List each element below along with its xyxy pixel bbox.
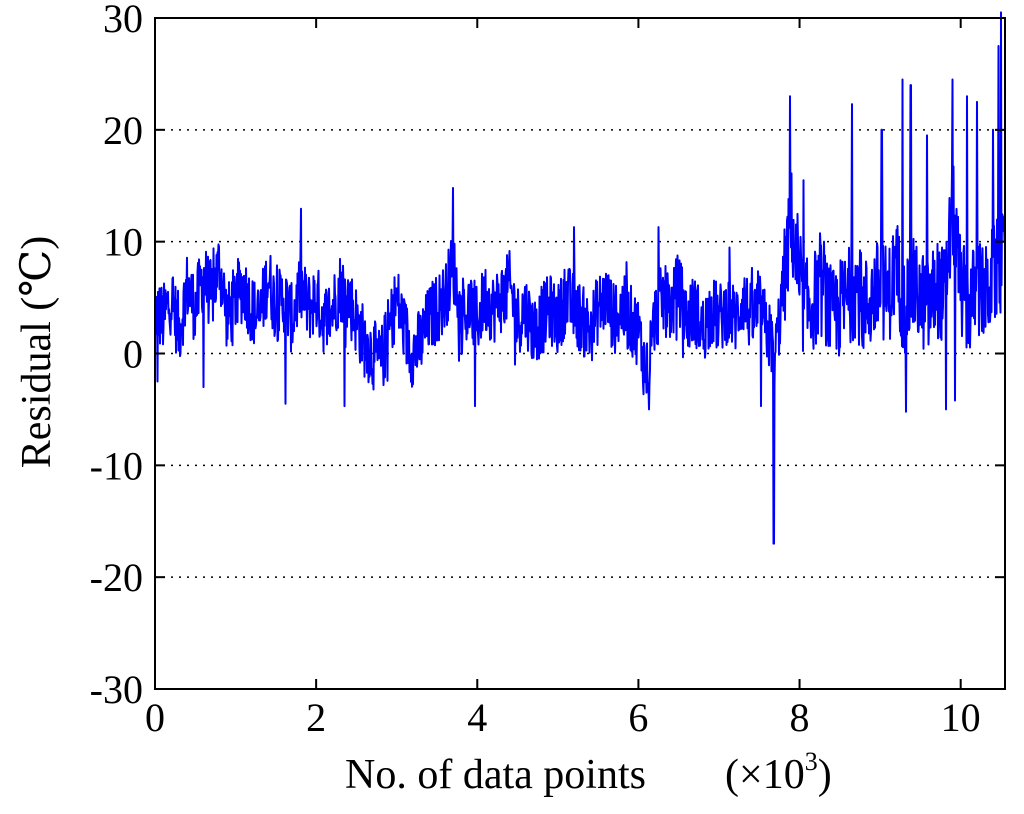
- x-tick-label: 8: [790, 695, 810, 740]
- y-tick-label: 20: [103, 108, 143, 153]
- x-unit-base: 10: [763, 752, 805, 798]
- x-axis-unit: (×103): [725, 747, 832, 798]
- y-tick-label: -30: [90, 667, 143, 712]
- y-axis: -30 -20 -10 0 10 20 30: [90, 0, 1005, 712]
- y-tick-label: -20: [90, 555, 143, 600]
- x-axis-label: No. of data points: [345, 752, 646, 798]
- x-unit-exp: 3: [805, 747, 818, 776]
- x-tick-label: 0: [145, 695, 165, 740]
- x-tick-label: 6: [628, 695, 648, 740]
- x-tick-label: 10: [941, 695, 981, 740]
- plot-area: [154, 11, 1006, 545]
- y-axis-label: Residual (℃): [14, 236, 60, 468]
- x-unit-open-paren: (: [725, 752, 739, 798]
- residual-series-line: [154, 11, 1006, 545]
- x-tick-label: 4: [467, 695, 487, 740]
- x-tick-label: 2: [306, 695, 326, 740]
- x-unit-close-paren: ): [818, 752, 832, 798]
- y-tick-label: 30: [103, 0, 143, 41]
- x-unit-times: ×: [739, 752, 763, 798]
- x-axis: 0 2 4 6 8 10: [145, 18, 981, 740]
- y-tick-label: 0: [123, 332, 143, 377]
- grid-lines: [155, 129, 1005, 578]
- y-tick-label: 10: [103, 220, 143, 265]
- y-tick-label: -10: [90, 443, 143, 488]
